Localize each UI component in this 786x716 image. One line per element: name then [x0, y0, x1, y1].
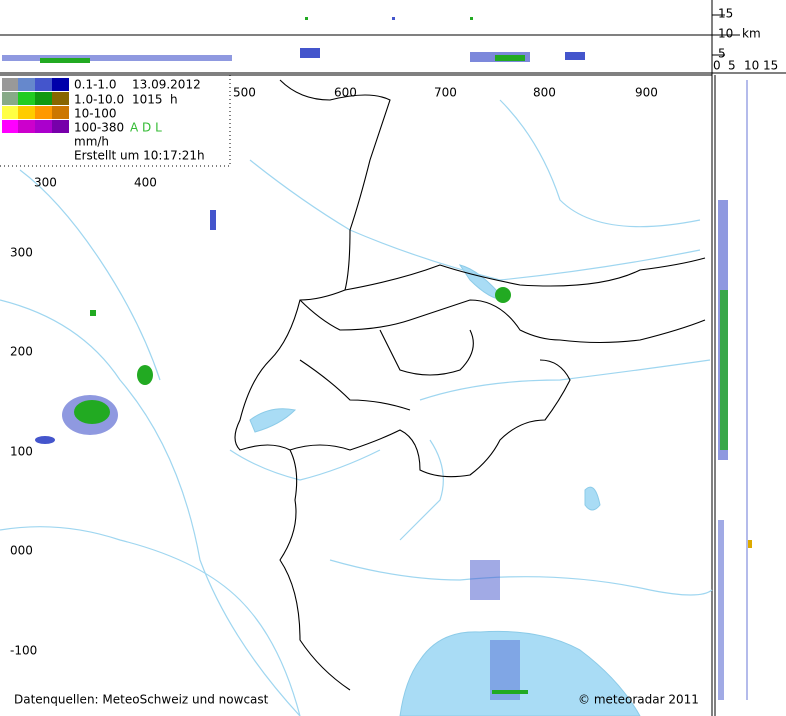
x-label: 900 [635, 86, 658, 100]
legend-unit: mm/h [74, 135, 109, 149]
footer-copyright: © meteoradar 2011 [578, 693, 699, 707]
legend-row: 10-100 [74, 107, 117, 121]
height-profile [2, 17, 585, 63]
legend-swatches [2, 78, 69, 133]
scale-label: 5 [718, 47, 726, 61]
scale-label: 5 [728, 59, 736, 73]
legend-hour: h [170, 93, 178, 107]
lake [249, 408, 297, 433]
scale-label: 10 [744, 59, 759, 73]
y-label: 100 [10, 445, 33, 459]
scale-label: 10 [718, 27, 733, 41]
radar-echoes [35, 210, 528, 700]
x-label: 500 [233, 86, 256, 100]
legend-row: 0.1-1.0 [74, 78, 117, 92]
height-profile-side [718, 80, 752, 700]
rivers [0, 99, 713, 716]
scale-unit: km [742, 27, 761, 41]
legend-pressure: 1015 [132, 93, 163, 107]
x-label: 600 [334, 86, 357, 100]
legend-sources: A D L [130, 121, 162, 135]
legend-created: Erstellt um 10:17:21h [74, 149, 205, 163]
legend-row: 100-380 [74, 121, 124, 135]
scale-label: 0 [713, 59, 721, 73]
y-label: -100 [10, 644, 37, 658]
x-label: 400 [134, 176, 157, 190]
legend-row: 1.0-10.0 [74, 93, 124, 107]
lake [399, 630, 641, 716]
scale-label: 15 [763, 59, 778, 73]
y-label: 000 [10, 544, 33, 558]
footer-sources: Datenquellen: MeteoSchweiz und nowcast [14, 693, 269, 707]
scale-label: 15 [718, 7, 733, 21]
y-label: 200 [10, 345, 33, 359]
borders [234, 79, 706, 691]
x-label: 300 [34, 176, 57, 190]
x-label: 700 [434, 86, 457, 100]
lake [584, 486, 601, 511]
legend-date: 13.09.2012 [132, 78, 201, 92]
y-label: 300 [10, 246, 33, 260]
x-label: 800 [533, 86, 556, 100]
